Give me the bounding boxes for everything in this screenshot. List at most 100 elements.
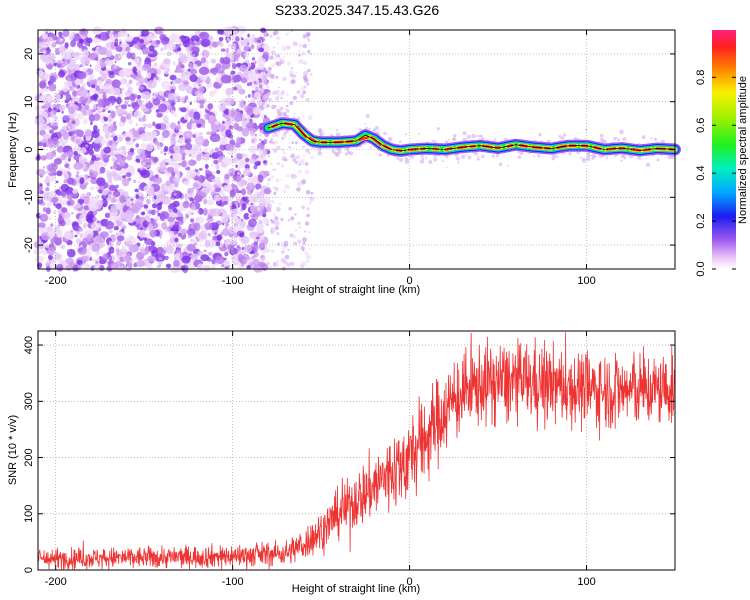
- noise-blob: [300, 179, 306, 185]
- noise-blob: [62, 86, 69, 93]
- noise-blob: [42, 34, 48, 40]
- track-halo-dot: [452, 137, 457, 142]
- noise-blob: [45, 31, 48, 35]
- noise-blob: [110, 135, 114, 138]
- noise-blob: [66, 193, 74, 200]
- noise-blob: [122, 131, 132, 140]
- noise-blob: [215, 63, 222, 71]
- noise-blob: [79, 177, 85, 185]
- noise-blob: [198, 207, 204, 215]
- noise-blob: [89, 160, 94, 165]
- spectrogram-x-tick-label: 0: [407, 275, 413, 287]
- noise-blob: [147, 255, 157, 263]
- noise-blob: [248, 195, 254, 201]
- noise-blob: [230, 56, 235, 63]
- noise-blob: [231, 158, 236, 163]
- noise-blob: [202, 264, 210, 272]
- noise-blob: [161, 129, 170, 139]
- noise-blob: [162, 97, 166, 102]
- noise-blob: [215, 255, 225, 265]
- noise-blob: [197, 250, 204, 256]
- track-halo-dot: [670, 154, 673, 157]
- noise-blob: [76, 129, 84, 138]
- noise-blob: [90, 121, 93, 126]
- snr-y-tick-label: 100: [23, 505, 35, 523]
- track-halo-dot: [650, 137, 653, 140]
- noise-blob: [253, 128, 257, 133]
- track-halo-dot: [591, 156, 595, 160]
- noise-blob: [39, 213, 49, 222]
- noise-blob: [199, 74, 208, 81]
- noise-blob: [225, 143, 235, 151]
- noise-blob: [227, 149, 234, 156]
- noise-blob: [91, 258, 96, 262]
- noise-blob: [304, 230, 307, 233]
- noise-blob: [290, 79, 296, 84]
- noise-blob: [112, 30, 117, 36]
- noise-blob: [120, 50, 125, 56]
- noise-blob: [86, 233, 92, 242]
- noise-blob: [302, 145, 306, 149]
- noise-blob: [67, 151, 74, 156]
- snr-y-tick-label: 200: [23, 448, 35, 466]
- noise-blob: [199, 86, 205, 93]
- noise-blob: [59, 167, 63, 171]
- noise-blob: [95, 250, 100, 256]
- noise-blob: [211, 258, 216, 265]
- noise-blob: [187, 62, 193, 68]
- noise-blob: [192, 63, 198, 70]
- noise-blob: [53, 237, 58, 241]
- noise-blob: [150, 130, 157, 138]
- noise-blob: [178, 225, 182, 231]
- noise-blob: [145, 262, 152, 269]
- noise-blob: [286, 60, 292, 66]
- noise-blob: [81, 82, 86, 87]
- noise-blob: [186, 53, 193, 62]
- noise-blob: [269, 73, 275, 79]
- noise-blob: [215, 41, 221, 46]
- noise-blob: [283, 151, 287, 155]
- noise-blob: [213, 176, 221, 185]
- track-halo-dot: [620, 159, 623, 163]
- noise-blob: [93, 37, 100, 44]
- noise-blob: [272, 186, 277, 191]
- noise-blob: [270, 218, 273, 222]
- noise-blob: [249, 263, 253, 267]
- noise-blob: [175, 124, 182, 131]
- noise-blob: [304, 162, 309, 166]
- noise-blob: [46, 86, 49, 89]
- noise-blob: [108, 230, 113, 234]
- track-halo-dot: [445, 166, 448, 169]
- noise-blob: [274, 30, 279, 35]
- noise-blob: [287, 218, 291, 222]
- noise-blob: [285, 104, 289, 108]
- noise-blob: [202, 153, 210, 161]
- noise-blob: [51, 196, 59, 203]
- noise-blob: [251, 106, 262, 115]
- noise-blob: [51, 122, 58, 127]
- noise-blob: [290, 175, 296, 180]
- noise-blob: [67, 49, 75, 58]
- noise-blob: [138, 197, 142, 201]
- noise-blob: [233, 122, 240, 130]
- noise-blob: [276, 242, 280, 246]
- noise-blob: [174, 221, 180, 226]
- noise-blob: [229, 172, 234, 177]
- noise-blob: [192, 46, 200, 54]
- noise-blob: [209, 90, 215, 97]
- noise-blob: [142, 117, 146, 122]
- noise-blob: [173, 192, 177, 197]
- noise-blob: [64, 230, 71, 239]
- noise-blob: [124, 210, 134, 219]
- noise-blob: [82, 157, 88, 163]
- noise-blob: [172, 152, 180, 161]
- noise-blob: [263, 79, 269, 85]
- noise-blob: [178, 83, 187, 92]
- noise-blob: [249, 231, 259, 239]
- noise-blob: [167, 216, 175, 223]
- noise-blob: [197, 210, 201, 214]
- track-halo-dot: [491, 154, 495, 158]
- noise-blob: [200, 38, 211, 47]
- noise-blob: [282, 76, 287, 81]
